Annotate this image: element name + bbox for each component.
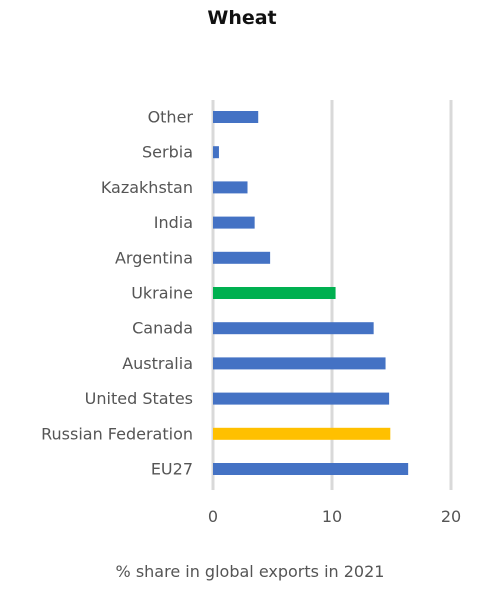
x-tick-label-10: 10 <box>322 507 342 526</box>
category-label-eu27: EU27 <box>151 460 193 479</box>
category-labels: Other Serbia Kazakhstan India Argentina Ukrai… <box>41 108 193 479</box>
chart-title: Wheat <box>207 7 276 29</box>
x-axis-title: % share in global exports in 2021 <box>116 562 385 581</box>
category-label-canada: Canada <box>132 319 193 338</box>
bar-russian-federation <box>213 427 391 440</box>
x-tick-label-0: 0 <box>208 507 218 526</box>
bar-kazakhstan <box>213 181 248 194</box>
bar-australia <box>213 357 386 370</box>
bar-india <box>213 216 255 229</box>
bar-eu27 <box>213 463 409 475</box>
bar-ukraine <box>213 287 336 299</box>
category-label-united-states: United States <box>85 389 193 408</box>
x-tick-labels: 0 10 20 <box>208 507 461 526</box>
bars <box>213 111 409 475</box>
bar-other <box>213 111 259 123</box>
bar-united-states <box>213 392 390 405</box>
category-label-russian-federation: Russian Federation <box>41 424 193 443</box>
category-label-argentina: Argentina <box>115 248 193 267</box>
x-tick-label-20: 20 <box>441 507 461 526</box>
category-label-australia: Australia <box>122 354 193 373</box>
bar-argentina <box>213 251 271 264</box>
category-label-serbia: Serbia <box>142 143 193 162</box>
bar-canada <box>213 322 374 335</box>
category-label-india: India <box>154 213 193 232</box>
category-label-ukraine: Ukraine <box>131 284 193 303</box>
bar-serbia <box>213 146 219 159</box>
category-label-other: Other <box>148 108 194 127</box>
category-label-kazakhstan: Kazakhstan <box>101 178 193 197</box>
